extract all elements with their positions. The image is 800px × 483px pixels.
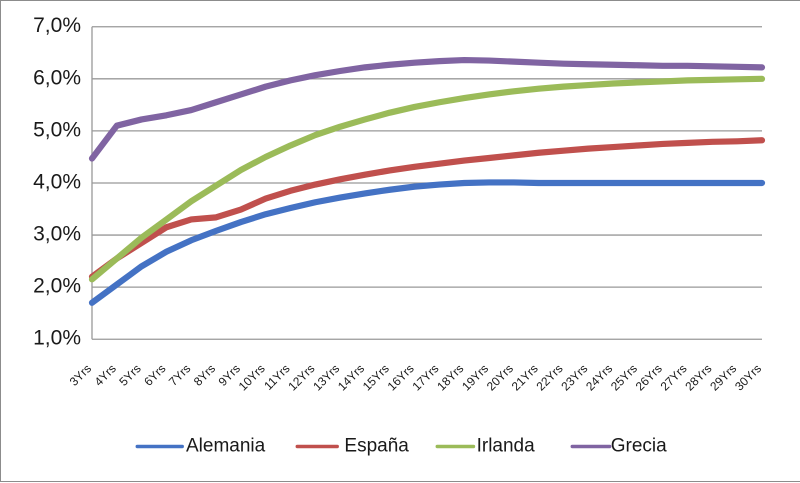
svg-text:12Yrs: 12Yrs [285, 361, 317, 393]
svg-text:España: España [344, 436, 409, 457]
svg-text:3Yrs: 3Yrs [67, 361, 94, 388]
svg-text:10Yrs: 10Yrs [236, 361, 268, 393]
svg-text:8Yrs: 8Yrs [191, 361, 218, 388]
svg-text:25Yrs: 25Yrs [608, 361, 640, 393]
svg-text:26Yrs: 26Yrs [633, 361, 665, 393]
svg-text:4Yrs: 4Yrs [92, 361, 119, 388]
svg-text:Irlanda: Irlanda [477, 436, 536, 457]
svg-text:Alemania: Alemania [186, 436, 266, 457]
svg-text:3,0%: 3,0% [33, 223, 81, 246]
svg-text:7,0%: 7,0% [33, 14, 81, 37]
svg-text:17Yrs: 17Yrs [409, 361, 441, 393]
svg-text:21Yrs: 21Yrs [509, 361, 541, 393]
svg-text:30Yrs: 30Yrs [732, 361, 764, 393]
svg-text:6,0%: 6,0% [33, 66, 81, 89]
svg-text:5,0%: 5,0% [33, 118, 81, 141]
svg-text:5Yrs: 5Yrs [116, 361, 143, 388]
svg-text:23Yrs: 23Yrs [558, 361, 590, 393]
svg-text:1,0%: 1,0% [33, 327, 81, 350]
svg-text:4,0%: 4,0% [33, 170, 81, 193]
svg-text:28Yrs: 28Yrs [682, 361, 714, 393]
svg-text:6Yrs: 6Yrs [141, 361, 168, 388]
svg-text:15Yrs: 15Yrs [360, 361, 392, 393]
svg-text:13Yrs: 13Yrs [310, 361, 342, 393]
svg-text:22Yrs: 22Yrs [534, 361, 566, 393]
svg-text:11Yrs: 11Yrs [261, 361, 292, 392]
svg-text:24Yrs: 24Yrs [583, 361, 615, 393]
svg-text:7Yrs: 7Yrs [166, 361, 193, 388]
svg-text:27Yrs: 27Yrs [658, 361, 690, 393]
svg-text:19Yrs: 19Yrs [459, 361, 491, 393]
svg-text:29Yrs: 29Yrs [707, 361, 739, 393]
svg-text:14Yrs: 14Yrs [335, 361, 367, 393]
svg-text:18Yrs: 18Yrs [434, 361, 466, 393]
svg-text:16Yrs: 16Yrs [385, 361, 417, 393]
svg-text:2,0%: 2,0% [33, 275, 81, 298]
svg-text:20Yrs: 20Yrs [484, 361, 516, 393]
svg-text:Grecia: Grecia [611, 436, 667, 457]
